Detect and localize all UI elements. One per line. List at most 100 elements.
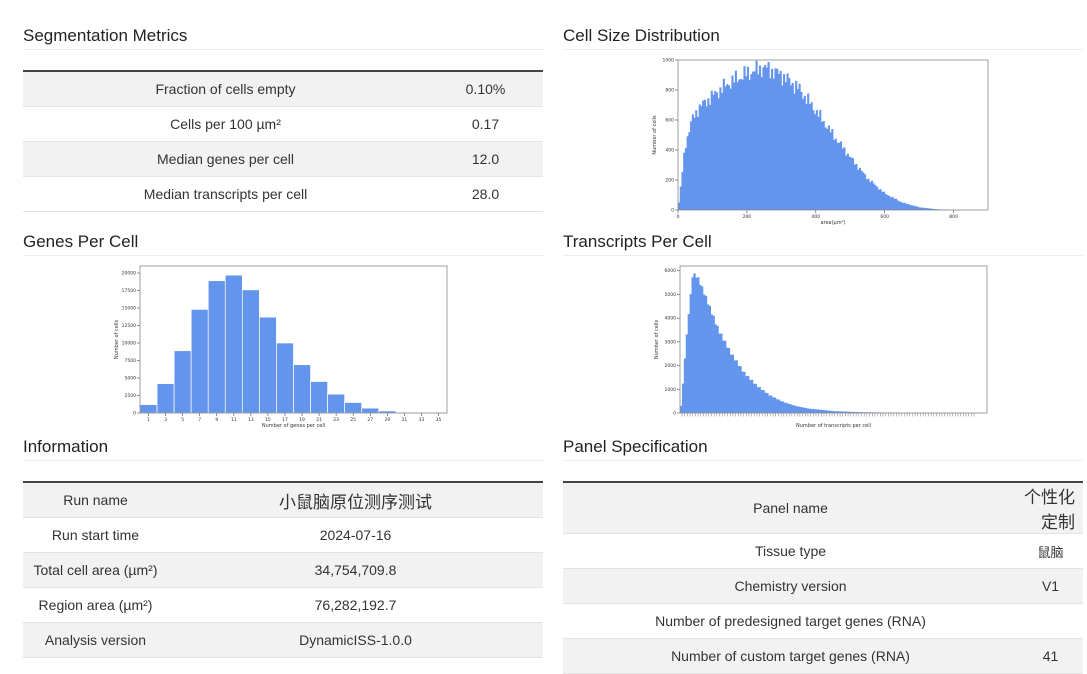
x-tick-label: 33 [419,417,425,423]
histogram-bar [707,304,709,413]
histogram-bar [311,382,328,414]
x-tick-label: 29 [384,417,390,423]
y-tick-label: 3000 [665,339,677,345]
x-axis-label: Number of transcripts per cell [796,423,871,429]
info-value: 34,754,709.8 [168,553,543,588]
histogram-bar [810,409,812,413]
y-tick-label: 0 [671,208,674,214]
histogram-bar [730,355,732,413]
y-tick-label: 1000 [665,387,677,393]
table-row: Fraction of cells empty 0.10% [23,71,543,107]
histogram-bar [695,278,697,413]
y-tick-label: 0 [673,411,676,417]
info-value: 2024-07-16 [168,518,543,553]
divider [23,255,543,256]
panel-value: 个性化定制 [1018,482,1083,534]
histogram-bar [818,410,820,413]
x-tick-label: 0 [677,214,680,220]
histogram-bar [809,409,811,413]
histogram-bar [692,277,694,413]
histogram-bar [191,309,208,413]
y-tick-label: 1000 [663,58,675,64]
y-axis-label: Number of cells [114,319,120,359]
y-tick-label: 800 [665,88,674,94]
histogram-bar [242,290,259,413]
metric-label: Fraction of cells empty [23,71,428,107]
x-tick-label: 23 [333,417,339,423]
x-tick-label: 3 [164,417,167,423]
histogram-bar [822,410,824,413]
y-tick-label: 5000 [125,376,137,382]
metric-value: 0.10% [428,71,543,107]
histogram-bar [791,405,793,413]
histogram-bar [807,408,809,413]
histogram-bar [780,401,782,413]
genes-per-cell-chart-svg: 02500500075001000012500150001750020000Nu… [112,263,457,433]
histogram-bar [801,407,803,413]
x-tick-label: 200 [743,214,752,220]
table-row: Panel name 个性化定制 [563,482,1083,534]
info-label: Region area (µm²) [23,588,168,623]
histogram-bar [812,409,814,413]
information-title: Information [23,437,108,457]
histogram-bar [797,406,799,413]
y-tick-label: 7500 [125,358,137,364]
histogram-bar [711,314,713,413]
metric-value: 28.0 [428,177,543,212]
y-tick-label: 0 [133,411,136,417]
y-tick-label: 20000 [122,271,136,277]
table-row: Chemistry version V1 [563,569,1083,604]
x-tick-label: 13 [248,417,254,423]
histogram-bar [716,326,718,413]
histogram-bar [784,403,786,413]
histogram-bar [174,351,191,413]
metric-label: Cells per 100 µm² [23,107,428,142]
info-label: Analysis version [23,623,168,658]
histogram-bar [738,366,740,413]
histogram-bar [722,341,724,413]
histogram-bar [776,399,778,413]
x-tick-label: 17 [282,417,288,423]
histogram-bar [782,401,784,413]
histogram-bar [276,343,293,413]
metric-label: Median genes per cell [23,142,428,177]
cell-size-title: Cell Size Distribution [563,26,720,46]
histogram-bar [789,404,791,413]
divider [563,49,1083,50]
histogram-bar [328,394,345,413]
histogram-bar [157,384,174,413]
histogram-bar [682,384,684,413]
histogram-bar [718,334,720,413]
histogram-bar [774,398,776,413]
x-tick-label: 7 [198,417,201,423]
y-tick-label: 6000 [665,268,677,274]
table-row: Region area (µm²) 76,282,192.7 [23,588,543,623]
metric-value: 12.0 [428,142,543,177]
histogram-bar [726,348,728,413]
divider [563,460,1083,461]
histogram-bar [745,376,747,413]
y-tick-label: 15000 [122,306,136,312]
x-tick-label: 400 [811,214,820,220]
x-tick-label: 600 [880,214,889,220]
histogram-bar [820,410,822,413]
segmentation-metrics-title: Segmentation Metrics [23,26,187,46]
y-tick-label: 2000 [665,363,677,369]
y-tick-label: 200 [665,178,674,184]
information-table: Run name 小鼠脑原位测序测试 Run start time 2024-0… [23,481,543,658]
histogram-bar [701,286,703,413]
info-label: Run start time [23,518,168,553]
histogram-bar [734,360,736,413]
histogram-bar [225,275,242,413]
y-tick-label: 5000 [665,292,677,298]
x-axis-label: area(µm²) [820,220,845,226]
info-value: DynamicISS-1.0.0 [168,623,543,658]
y-tick-label: 400 [665,148,674,154]
y-axis-label: Number of cells [654,319,660,359]
panel-specification-table: Panel name 个性化定制 Tissue type 鼠脑 Chemistr… [563,481,1083,674]
histogram-bar [690,294,692,413]
x-tick-label: 19 [299,417,305,423]
divider [563,255,1083,256]
